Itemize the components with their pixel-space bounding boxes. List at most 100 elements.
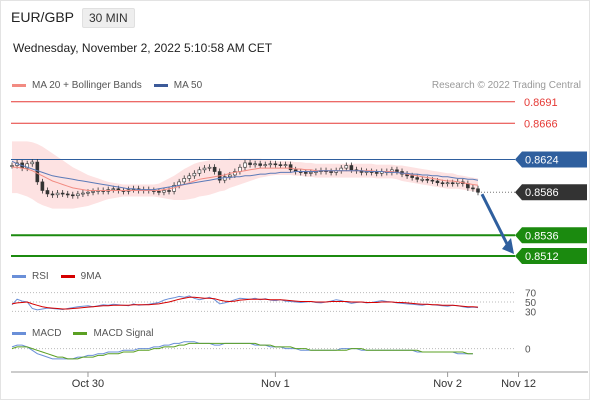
macd-swatch bbox=[12, 332, 26, 335]
rsi-tick-50: 50 bbox=[525, 298, 537, 309]
legend-rsi: RSI bbox=[32, 271, 49, 282]
ma20-swatch bbox=[12, 84, 26, 87]
rsi-swatch bbox=[12, 275, 26, 278]
level-tag-support bbox=[515, 247, 587, 264]
level-label-0.8536: 0.8536 bbox=[525, 230, 559, 242]
rsi-legend: RSI 9MA bbox=[12, 271, 101, 282]
candle-body bbox=[45, 190, 50, 195]
candle-body bbox=[10, 165, 14, 167]
candle-body bbox=[65, 193, 70, 196]
candle-body bbox=[162, 190, 166, 193]
level-tag-support bbox=[515, 227, 587, 244]
macd-tick-0: 0 bbox=[525, 345, 531, 356]
candle-body bbox=[329, 171, 333, 173]
candle-body bbox=[55, 192, 60, 196]
candle-body bbox=[50, 193, 55, 196]
candle-body bbox=[471, 187, 475, 190]
candle-body bbox=[263, 164, 268, 166]
interval-button[interactable]: 30 MIN bbox=[82, 8, 135, 28]
candle-body bbox=[228, 174, 232, 178]
candle-body bbox=[207, 166, 212, 169]
symbol-title: EUR/GBP bbox=[11, 9, 75, 25]
ma50-line bbox=[11, 160, 479, 191]
x-tick-label: Nov 12 bbox=[501, 378, 536, 390]
candle-body bbox=[344, 165, 349, 169]
level-label-0.8666: 0.8666 bbox=[524, 118, 558, 130]
legend-ma20-bollinger: MA 20 + Bollinger Bands bbox=[32, 80, 142, 91]
candle-body bbox=[349, 165, 354, 171]
candle-body bbox=[202, 167, 207, 171]
rsi-tick-30: 30 bbox=[525, 307, 537, 318]
legend-9ma: 9MA bbox=[80, 271, 102, 282]
candle-body bbox=[70, 194, 75, 197]
candle-body bbox=[450, 182, 455, 185]
candle-body bbox=[415, 177, 420, 180]
candle-body bbox=[309, 172, 313, 174]
candle-body bbox=[410, 175, 414, 178]
rsi-tick-70: 70 bbox=[525, 289, 537, 300]
macd-legend: MACD MACD Signal bbox=[12, 328, 153, 339]
candle-body bbox=[187, 175, 192, 179]
rsi-ma-line bbox=[11, 296, 479, 310]
candle-body bbox=[76, 193, 80, 196]
candle-body bbox=[30, 161, 35, 165]
ma50-swatch bbox=[153, 84, 168, 87]
level-label-0.8512: 0.8512 bbox=[525, 251, 559, 263]
candle-body bbox=[435, 180, 440, 184]
candle-body bbox=[374, 172, 379, 174]
candle-body bbox=[253, 163, 257, 166]
candle-body bbox=[420, 178, 425, 181]
level-tag-last bbox=[515, 184, 587, 201]
macd-signal-line bbox=[11, 342, 473, 360]
candle-body bbox=[86, 191, 90, 194]
legend-ma50: MA 50 bbox=[173, 80, 203, 91]
legend-macd: MACD bbox=[32, 328, 62, 339]
candle-body bbox=[111, 188, 116, 191]
candle-body bbox=[182, 178, 187, 183]
rsi-ma-swatch bbox=[60, 275, 75, 278]
level-label-0.8586: 0.8586 bbox=[525, 187, 559, 199]
candle-body bbox=[60, 192, 65, 195]
candle-body bbox=[303, 172, 308, 174]
candle-body bbox=[81, 192, 85, 195]
rsi-line bbox=[11, 295, 479, 311]
candle-body bbox=[167, 190, 171, 192]
legend-macd-signal: MACD Signal bbox=[93, 328, 154, 339]
candle-body bbox=[430, 179, 435, 182]
candle-body bbox=[288, 164, 293, 171]
candle-body bbox=[278, 164, 283, 166]
x-tick-label: Nov 2 bbox=[433, 378, 462, 390]
candle-body bbox=[248, 162, 252, 165]
level-label-0.8624: 0.8624 bbox=[525, 154, 559, 166]
macd-signal-swatch bbox=[73, 332, 88, 335]
candle-body bbox=[197, 169, 202, 174]
candle-body bbox=[233, 171, 237, 176]
level-label-0.8691: 0.8691 bbox=[524, 97, 558, 109]
projection-arrow-head bbox=[502, 237, 514, 254]
candle-body bbox=[243, 162, 247, 168]
candle-body bbox=[35, 161, 40, 183]
candle-body bbox=[283, 164, 288, 166]
candle-body bbox=[222, 176, 227, 181]
candle-body bbox=[273, 163, 278, 166]
candle-body bbox=[157, 191, 161, 193]
candle-body bbox=[40, 181, 45, 191]
candle-body bbox=[425, 178, 430, 181]
timestamp: Wednesday, November 2, 2022 5:10:58 AM C… bbox=[13, 41, 273, 55]
candle-body bbox=[476, 188, 480, 193]
candle-body bbox=[25, 163, 29, 169]
projection-arrow-shaft bbox=[480, 193, 510, 247]
candle-body bbox=[192, 172, 197, 177]
price-legend: MA 20 + Bollinger Bands MA 50 bbox=[12, 80, 202, 91]
candle-body bbox=[268, 163, 273, 166]
candle-body bbox=[212, 166, 217, 172]
x-tick-label: Nov 1 bbox=[261, 378, 290, 390]
candle-body bbox=[445, 182, 450, 185]
copyright-text: Research © 2022 Trading Central bbox=[431, 80, 581, 91]
x-tick-label: Oct 30 bbox=[72, 378, 104, 390]
candle-body bbox=[395, 169, 399, 172]
candle-body bbox=[91, 191, 95, 193]
candle-body bbox=[440, 182, 445, 185]
level-tag-pivot bbox=[515, 151, 587, 168]
